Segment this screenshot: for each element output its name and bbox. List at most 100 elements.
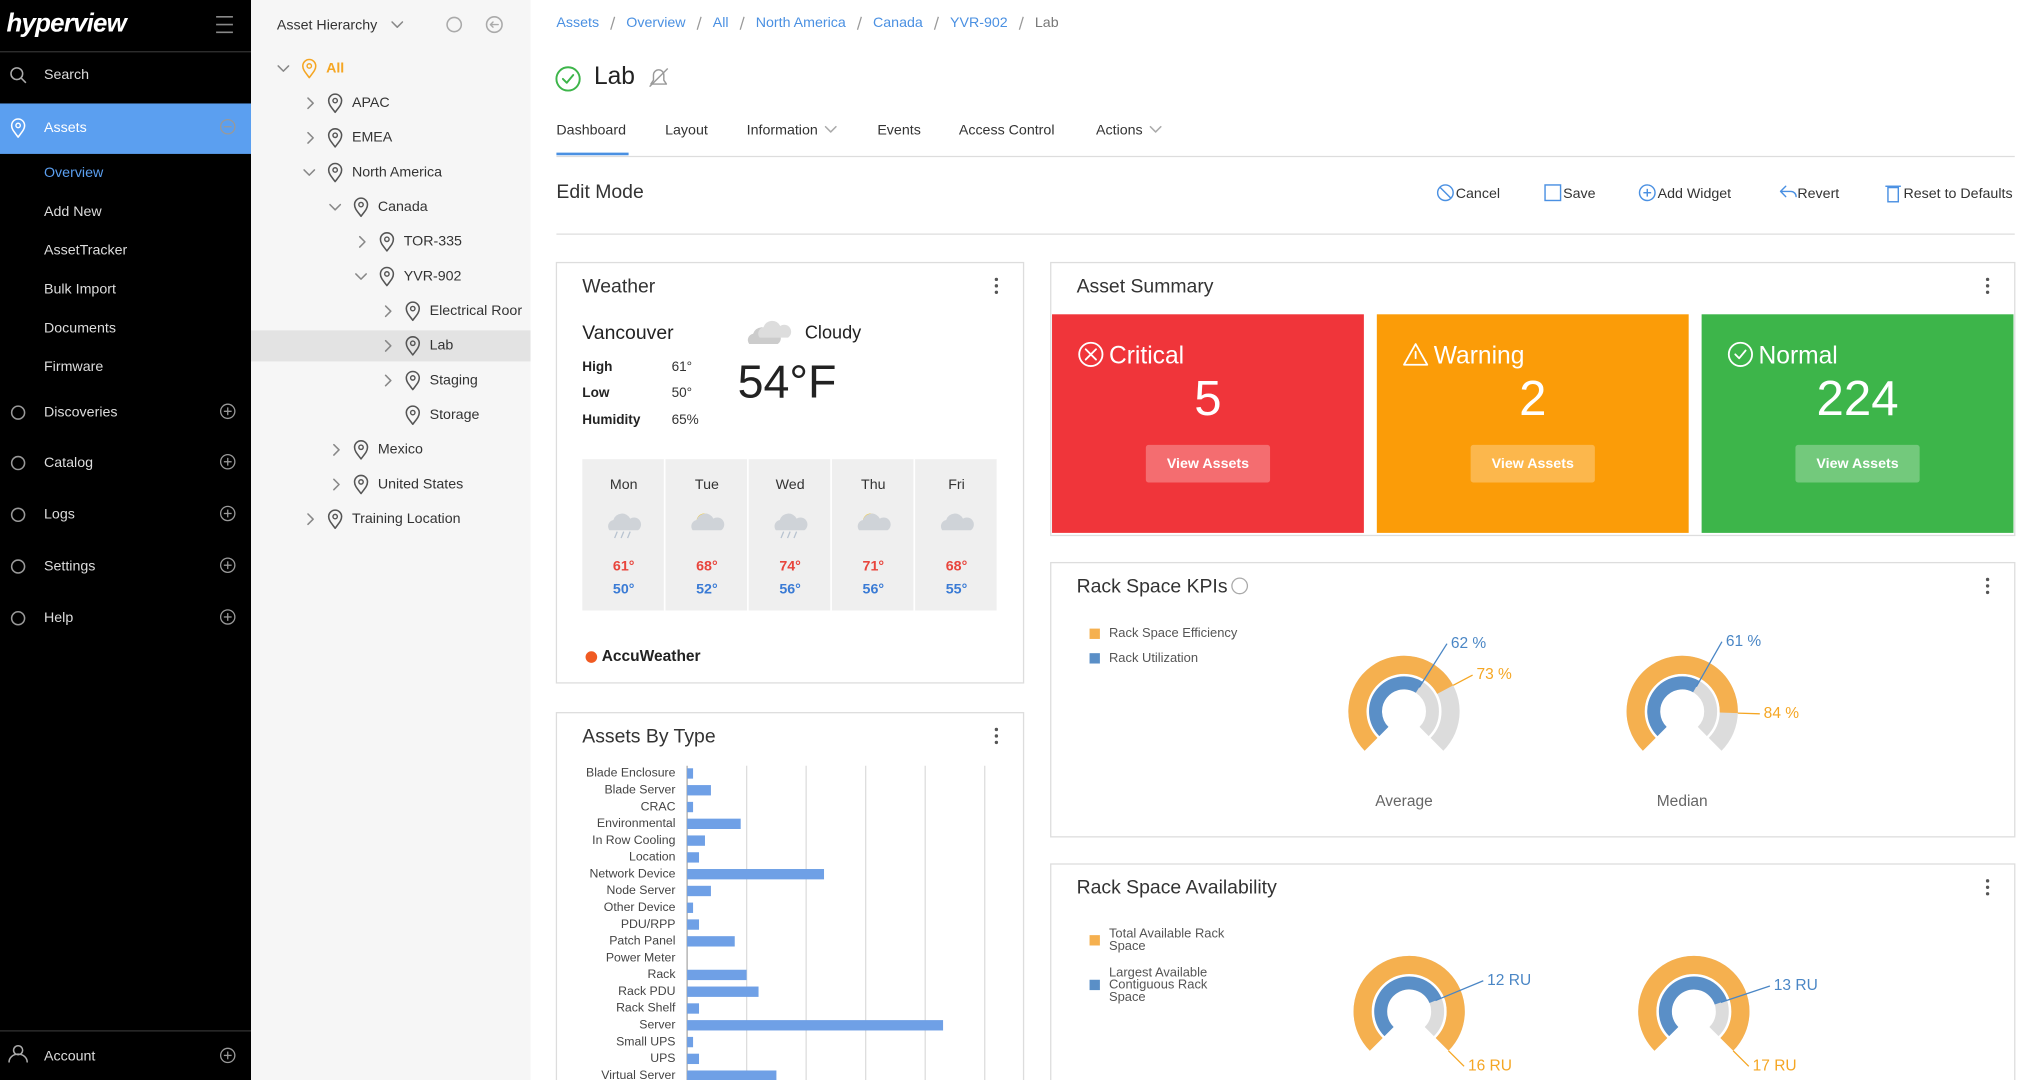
collapse-icon [485,16,503,34]
submenu-item[interactable]: AssetTracker [44,243,128,259]
tile-label: Critical [1109,342,1184,369]
tab[interactable]: Events [877,122,920,138]
menu-item[interactable]: Assets [44,120,87,136]
forecast-low: 50° [613,582,635,598]
chevron-icon [391,21,404,28]
menu-item[interactable]: Help [44,610,73,626]
submenu-item[interactable]: Overview [44,165,104,181]
cancel-icon [1436,184,1454,202]
breadcrumb-separator [856,16,862,30]
gauge-arc [1626,655,1738,751]
submenu-item[interactable]: Firmware [44,359,103,375]
bar-category-label: Environmental [597,816,676,830]
tile-button[interactable] [1145,444,1271,483]
tree-node[interactable]: APAC [352,95,390,111]
tree-node[interactable]: Lab [430,338,454,354]
breadcrumb-separator [739,16,745,30]
tab[interactable]: Dashboard [556,122,626,138]
edit-action[interactable]: Cancel [1456,186,1500,202]
tree-node[interactable]: United States [378,476,463,492]
condition: Cloudy [805,322,862,342]
tile-value: 2 [1519,371,1546,426]
menu-icon [10,611,26,626]
gauge-value-label: 17 RU [1753,1057,1797,1074]
tree-node[interactable]: Training Location [352,511,461,527]
pin-icon [327,93,343,114]
tree-node[interactable]: YVR-902 [404,268,462,284]
active-row [0,103,252,154]
tile-icon [1084,348,1097,361]
widget-title: Asset Summary [1077,275,1214,297]
breadcrumb-item[interactable]: Assets [556,15,599,31]
menu-item[interactable]: Discoveries [44,404,118,420]
tab[interactable]: Information [747,122,818,138]
breadcrumb-item[interactable]: North America [756,15,846,31]
account-item[interactable]: Account [44,1048,95,1064]
gauge-value-label: 73 % [1476,666,1512,683]
toggle-icon [219,453,236,470]
legend-swatch [1089,628,1100,639]
breadcrumb-item[interactable]: Overview [626,15,686,31]
tab[interactable]: Actions [1096,122,1143,138]
gauge-category: Median [1657,793,1708,810]
forecast-high: 71° [863,558,885,574]
tile-button-label[interactable]: View Assets [1492,456,1574,472]
forecast-low: 55° [946,582,968,598]
pin-icon [353,197,369,218]
tree-node[interactable]: All [326,60,344,76]
tile-button-label[interactable]: View Assets [1167,456,1249,472]
bar [687,869,825,880]
menu-icon [10,507,26,523]
tree-node[interactable]: Staging [430,372,478,388]
menu-item[interactable]: Catalog [44,455,93,471]
breadcrumb-item[interactable]: All [713,15,729,31]
tree-node[interactable]: Mexico [378,442,423,458]
edit-action[interactable]: Reset to Defaults [1903,186,2012,202]
pin-icon [353,440,369,460]
page-title: Lab [594,63,635,90]
tile-button[interactable] [1470,444,1595,483]
breadcrumb-item[interactable]: YVR-902 [950,15,1008,31]
menu-item[interactable]: Logs [44,507,75,523]
tree-node[interactable]: Electrical Roor [430,303,523,319]
forecast-high: 61° [613,558,635,574]
forecast-day: Mon [610,477,638,493]
search-item[interactable]: Search [44,67,89,83]
edit-action[interactable]: Save [1563,186,1596,202]
edit-action[interactable]: Revert [1797,186,1839,202]
gauge-leader [1452,674,1473,686]
gauge-leader [1418,643,1448,688]
tile-button-label[interactable]: View Assets [1816,456,1898,472]
toggle-icon [219,118,236,135]
tree-node[interactable]: Storage [430,407,480,423]
pin-dot [332,97,339,104]
forecast-card [665,459,748,611]
tree-node[interactable]: Canada [378,199,428,215]
tile-label: Warning [1434,342,1525,369]
pin-dot [358,479,364,485]
menu-dot [1985,290,1990,294]
tree-node[interactable]: TOR-335 [404,234,462,250]
cloud-icon [857,513,891,531]
chevron-icon [277,65,290,72]
tree-node[interactable]: EMEA [352,130,393,146]
tile-button[interactable] [1795,444,1920,483]
menu-item[interactable]: Settings [44,558,95,574]
gauge-leader [1435,980,1484,1002]
breadcrumb-separator [1018,16,1024,30]
tab[interactable]: Layout [665,122,708,138]
submenu-item[interactable]: Bulk Import [44,281,116,297]
tree-node[interactable]: North America [352,164,442,180]
forecast-day: Tue [695,477,719,493]
submenu-item[interactable]: Add New [44,204,102,220]
weather-detail-value: 50° [672,385,693,400]
legend-label: Total Available Rack Space [1109,926,1225,953]
widget-title: Rack Space Availability [1077,877,1277,899]
menu-dot [1985,885,1990,889]
breadcrumb-item[interactable]: Canada [873,15,923,31]
chevron-icon [384,339,392,352]
menu-dot [1985,590,1990,595]
edit-action[interactable]: Add Widget [1658,186,1732,202]
submenu-item[interactable]: Documents [44,320,116,336]
tab[interactable]: Access Control [959,122,1055,138]
